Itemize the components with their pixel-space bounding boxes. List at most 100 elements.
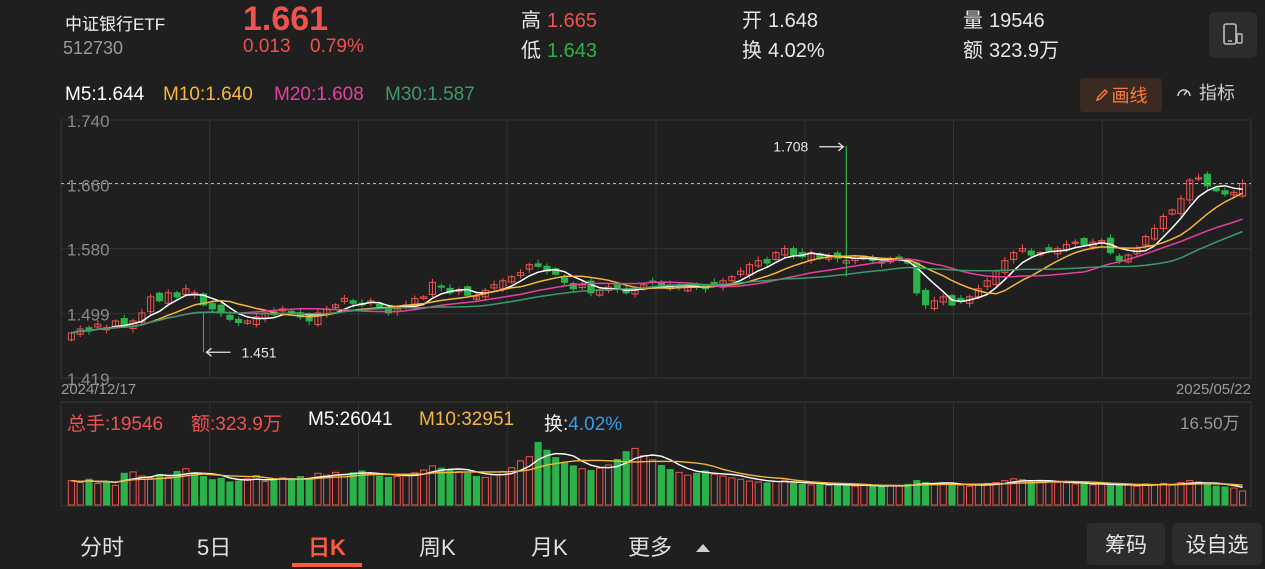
volume-bar bbox=[296, 476, 304, 506]
volume-bar bbox=[67, 480, 75, 506]
low-stat: 低 1.643 bbox=[521, 34, 597, 63]
candle-body bbox=[340, 297, 348, 302]
candle-body bbox=[437, 285, 445, 288]
volume-bar bbox=[305, 477, 313, 506]
volume-bar bbox=[728, 477, 736, 506]
volume-bar bbox=[1071, 483, 1079, 506]
candle-body bbox=[922, 289, 930, 306]
candle-body bbox=[243, 320, 252, 324]
candle-body bbox=[1230, 191, 1238, 196]
volume-bar bbox=[939, 482, 947, 506]
volume-bar bbox=[825, 484, 833, 506]
candle-body bbox=[983, 280, 991, 287]
x-end-date: 2025/05/22 bbox=[1176, 381, 1251, 398]
volume-bar bbox=[1212, 485, 1220, 506]
y-tick-label: 1.660 bbox=[67, 176, 110, 195]
volume-bar bbox=[763, 482, 771, 506]
volume-bar bbox=[1036, 481, 1044, 506]
candle-body bbox=[754, 260, 762, 267]
candle-body bbox=[1027, 250, 1035, 256]
volume-bar bbox=[710, 473, 718, 506]
volume-bar bbox=[807, 484, 815, 506]
candle-body bbox=[164, 292, 172, 304]
chips-button[interactable]: 筹码 bbox=[1087, 523, 1165, 565]
candle-body bbox=[1010, 252, 1018, 260]
y-tick-label: 1.580 bbox=[67, 241, 110, 260]
ma5-line bbox=[71, 184, 1243, 334]
volume-bar bbox=[957, 484, 965, 506]
volume-bar bbox=[781, 479, 789, 506]
candle-body bbox=[543, 265, 551, 272]
volume-bar bbox=[243, 478, 252, 506]
tab-daily-k[interactable]: 日K bbox=[308, 535, 346, 560]
candle-body bbox=[1203, 173, 1211, 187]
tab-weekly-k[interactable]: 周K bbox=[419, 535, 456, 560]
volume-bar bbox=[508, 467, 516, 506]
add-watchlist-button[interactable]: 设自选 bbox=[1172, 523, 1262, 565]
volume-bar bbox=[1150, 483, 1159, 506]
candle-body bbox=[781, 248, 789, 256]
low-value: 1.643 bbox=[547, 40, 598, 62]
volume-ma-lines bbox=[71, 452, 1243, 488]
price-change-pct: 0.79% bbox=[310, 36, 364, 57]
draw-line-button[interactable]: 画线 bbox=[1080, 78, 1162, 112]
volume-bar bbox=[120, 472, 128, 506]
volume-bar bbox=[393, 476, 401, 506]
x-start-date: 2024/12/17 bbox=[61, 381, 136, 398]
volume-bar bbox=[103, 481, 111, 506]
amount-value: 323.9万 bbox=[989, 40, 1060, 62]
open-stat: 开 1.648 bbox=[742, 4, 818, 33]
volume-bar bbox=[217, 477, 225, 506]
candle-body bbox=[314, 312, 322, 326]
volume-bar bbox=[1106, 484, 1115, 506]
volume-bar bbox=[1124, 484, 1132, 506]
volume-stat: 量 19546 bbox=[963, 4, 1045, 33]
volume-bar bbox=[129, 471, 137, 506]
volume-bar bbox=[798, 483, 806, 506]
candle-body bbox=[560, 277, 569, 283]
amount-label: 额 bbox=[963, 40, 983, 62]
volume-bar bbox=[358, 470, 366, 506]
volume-bar bbox=[446, 469, 454, 506]
candle-body bbox=[155, 292, 164, 302]
indicator-button[interactable]: 指标 bbox=[1176, 79, 1235, 105]
volume-bar bbox=[411, 472, 419, 506]
volume-bar bbox=[569, 465, 577, 506]
y-tick-label: 1.740 bbox=[67, 112, 110, 131]
volume-bar bbox=[560, 462, 569, 506]
y-tick-label: 1.419 bbox=[67, 370, 110, 389]
volume-bar bbox=[279, 477, 287, 506]
candle-body bbox=[1001, 260, 1009, 273]
tab-5day[interactable]: 5日 bbox=[197, 535, 232, 560]
volume-bar bbox=[94, 482, 102, 506]
candle-body bbox=[376, 303, 384, 307]
volume-bar bbox=[675, 471, 683, 506]
candle-body bbox=[569, 283, 577, 290]
candle-body bbox=[516, 272, 525, 277]
volume-bar bbox=[1062, 482, 1071, 506]
volume-bar bbox=[657, 464, 665, 506]
volume-bar bbox=[930, 483, 938, 506]
volume-bar bbox=[85, 478, 93, 506]
volume-bar bbox=[877, 486, 886, 506]
device-toggle-button[interactable] bbox=[1209, 12, 1257, 58]
volume-bar bbox=[613, 458, 621, 506]
open-value: 1.648 bbox=[768, 10, 819, 32]
tab-monthly-k[interactable]: 月K bbox=[531, 535, 568, 560]
volume-bar bbox=[948, 484, 956, 506]
volume-value: 19546 bbox=[989, 10, 1045, 32]
tab-intraday[interactable]: 分时 bbox=[80, 535, 125, 560]
candle-body bbox=[490, 284, 498, 289]
candle-body bbox=[1018, 248, 1027, 252]
volume-bar bbox=[737, 478, 745, 506]
candle-body bbox=[1168, 209, 1176, 215]
candle-body bbox=[499, 280, 507, 289]
volume-bar bbox=[1080, 483, 1088, 506]
vol-turnover-label: 换: bbox=[544, 414, 569, 435]
tab-more[interactable]: 更多 bbox=[628, 530, 711, 562]
volume-bar bbox=[464, 472, 472, 506]
volume-bar bbox=[869, 485, 877, 506]
volume-bar bbox=[367, 473, 375, 506]
